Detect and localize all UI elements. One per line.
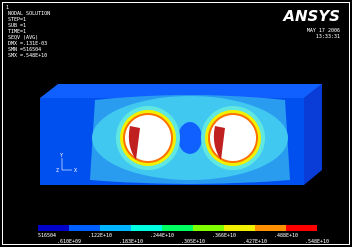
triad-y: Y [60,153,63,159]
legend-label: .183E+10 [119,239,143,245]
page: {"info": {"window_number": "1", "lines":… [0,0,352,247]
time: 13:33:31 [316,34,340,40]
legend-label: .305E+10 [181,239,205,245]
legend-label: 516504 [38,233,56,239]
legend-label: .610E+09 [57,239,81,245]
stress-zone [178,122,202,154]
ansys-logo: ANSYS [282,7,340,25]
legend-swatch [193,225,224,231]
legend-swatch [286,225,317,231]
legend-swatch [255,225,286,231]
legend-swatch [38,225,69,231]
legend-label: .122E+10 [88,233,112,239]
legend-swatch [162,225,193,231]
legend-label: .244E+10 [150,233,174,239]
legend-label: .427E+10 [243,239,267,245]
triad-z: Z [56,168,59,174]
legend-swatch [224,225,255,231]
info-line: SMX =.548E+10 [8,53,47,59]
legend-label: .366E+10 [212,233,236,239]
legend-label: .548E+10 [305,239,329,245]
legend-label: .488E+10 [274,233,298,239]
legend-swatch [69,225,100,231]
legend-swatch [100,225,131,231]
legend-swatch [131,225,162,231]
plate-side [304,84,322,185]
ansys-graphics-window: 1 NODAL SOLUTIONSTEP=1SUB =1TIME=1SEQV (… [0,0,352,247]
triad-x: X [74,168,77,174]
model [40,84,322,185]
